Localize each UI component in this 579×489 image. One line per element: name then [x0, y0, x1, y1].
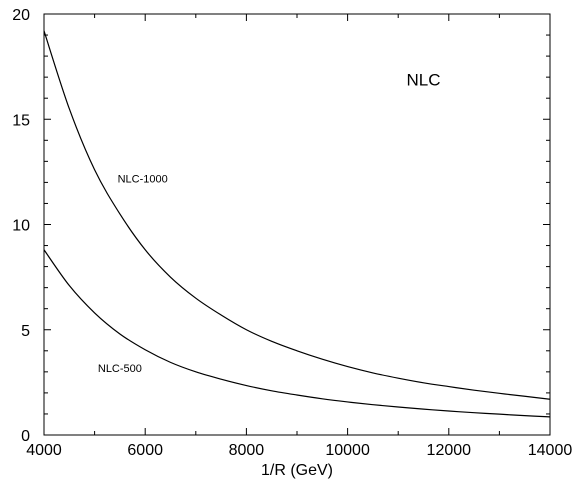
x-tick-label: 12000 [427, 442, 472, 459]
x-tick-label: 4000 [26, 442, 62, 459]
x-axis-label: 1/R (GeV) [261, 462, 333, 479]
x-tick-label: 14000 [528, 442, 573, 459]
x-tick-label: 8000 [229, 442, 265, 459]
annotation-nlc-1000: NLC-1000 [118, 173, 168, 185]
x-tick-label: 10000 [325, 442, 370, 459]
annotation-nlc-500: NLC-500 [98, 363, 142, 375]
y-tick-label: 0 [21, 428, 30, 445]
plot-frame [43, 13, 551, 436]
y-tick-label: 15 [12, 112, 30, 129]
y-tick-label: 5 [21, 323, 30, 340]
annotation-nlc: NLC [406, 71, 440, 90]
labels: 4000 6000 8000 10000 12000 14000 0 5 10 15 20 [12, 7, 572, 459]
y-tick-label: 10 [12, 218, 30, 235]
x-tick-label: 6000 [127, 442, 163, 459]
y-tick-label: 20 [12, 7, 30, 24]
curves [43, 30, 551, 418]
series-line-nlc-500 [43, 249, 551, 418]
series-line-nlc-1000 [43, 30, 551, 400]
